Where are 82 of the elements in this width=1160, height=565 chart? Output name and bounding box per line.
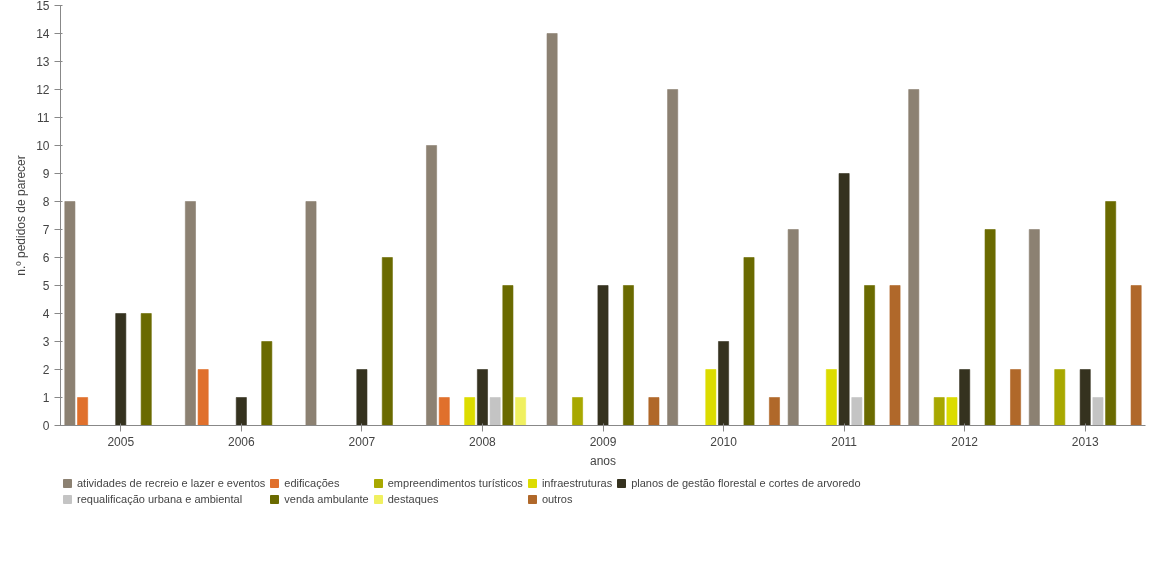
bar (851, 397, 863, 426)
legend-label: venda ambulante (284, 493, 369, 505)
bar (667, 89, 679, 426)
bar (1054, 369, 1066, 426)
bar (438, 397, 450, 426)
bar (489, 397, 501, 426)
bar (787, 229, 799, 426)
bar (622, 285, 635, 426)
bar (1009, 369, 1022, 426)
bar (1130, 285, 1142, 426)
bar (705, 369, 717, 426)
bar (261, 341, 273, 426)
y-axis-title: n.º pedidos de parecer (14, 155, 29, 276)
legend-label: atividades de recreio e lazer e eventos (77, 477, 266, 489)
x-axis-title: anos (589, 453, 617, 468)
legend-label: infraestruturas (541, 477, 613, 489)
y-tick-label: 11 (37, 111, 50, 125)
y-tick-label: 14 (36, 27, 50, 41)
y-tick-label: 4 (42, 307, 50, 321)
bar (476, 369, 489, 426)
bar (1105, 201, 1117, 426)
bar (502, 285, 514, 426)
bar (984, 229, 996, 426)
bar (571, 397, 584, 426)
bar (768, 397, 781, 426)
bar (1092, 397, 1104, 426)
x-tick-label: 2005 (107, 434, 135, 449)
bar (889, 285, 901, 426)
bar (381, 257, 393, 426)
bar (464, 397, 476, 426)
y-tick-label: 6 (42, 251, 50, 265)
bar (77, 397, 89, 426)
bar (908, 89, 920, 426)
bar (933, 397, 945, 426)
x-tick-label: 2010 (710, 434, 738, 449)
y-tick-label: 13 (36, 55, 50, 69)
bar (959, 369, 971, 426)
bar (235, 397, 247, 426)
bar (305, 201, 317, 426)
legend-label: edificações (284, 477, 341, 489)
x-tick-label: 2008 (469, 434, 497, 449)
x-tick-label: 2007 (348, 434, 376, 449)
y-tick-label: 5 (42, 279, 50, 293)
x-tick-label: 2011 (831, 434, 858, 449)
legend-label: requalificação urbana e ambiental (77, 493, 243, 505)
bar (197, 369, 209, 426)
y-tick-label: 9 (42, 167, 50, 181)
y-tick-label: 8 (42, 195, 50, 209)
bar (743, 257, 755, 426)
bar (838, 173, 850, 426)
y-tick-label: 12 (36, 83, 50, 97)
bar (515, 397, 527, 426)
y-tick-label: 2 (42, 363, 50, 377)
x-tick-label: 2012 (951, 434, 979, 449)
y-tick-label: 1 (42, 391, 50, 405)
x-tick-label: 2006 (227, 434, 256, 449)
legend-label: empreendimentos turísticos (387, 477, 523, 489)
bar (546, 33, 558, 426)
bar (115, 313, 127, 426)
bar (648, 397, 660, 426)
x-tick-label: 2009 (589, 434, 617, 449)
bar (64, 201, 76, 426)
x-tick-label: 2013 (1071, 434, 1099, 449)
bar (825, 369, 837, 426)
bar (184, 201, 197, 426)
bar (717, 341, 730, 426)
legend-label: destaques (387, 493, 440, 505)
legend-label: planos de gestão florestal e cortes de arvoredo (631, 477, 861, 489)
bar (1028, 229, 1040, 426)
y-tick-label: 3 (42, 335, 50, 349)
bar (1079, 369, 1091, 426)
bar (946, 397, 958, 426)
legend-label: outros (541, 493, 574, 505)
bar (140, 313, 152, 426)
y-tick-label: 15 (36, 0, 50, 13)
bar (863, 285, 876, 426)
bar (425, 145, 438, 426)
y-tick-label: 7 (42, 223, 50, 237)
y-tick-label: 0 (42, 419, 50, 433)
y-tick-label: 10 (36, 139, 50, 153)
bar (356, 369, 368, 426)
bar (597, 285, 609, 426)
